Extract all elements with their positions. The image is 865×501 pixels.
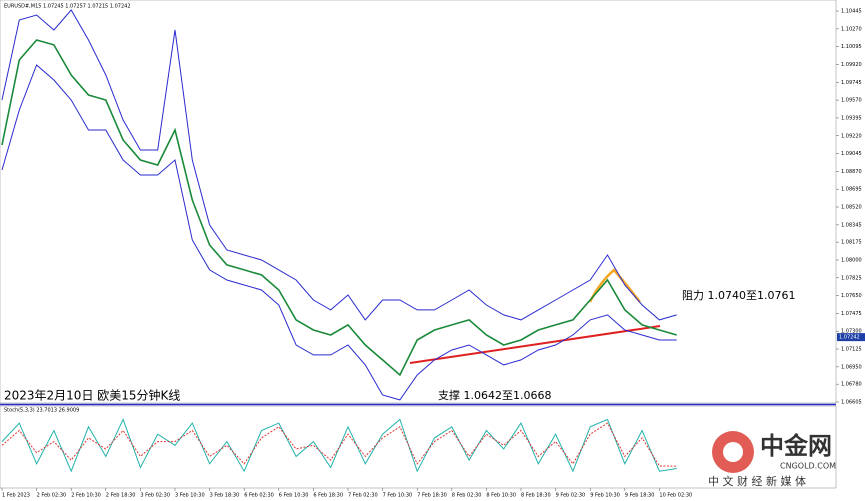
x-tick-label: 2 Feb 18:30	[106, 493, 136, 499]
x-tick-label: 7 Feb 10:30	[383, 493, 413, 499]
current-price-box	[837, 333, 865, 342]
x-tick-label: 6 Feb 10:30	[279, 493, 309, 499]
y-tick-label: 1.07125	[841, 347, 862, 353]
x-tick-label: 6 Feb 18:30	[313, 493, 343, 499]
logo-url: CNGOLD.COM	[780, 462, 836, 471]
y-tick-label: 1.09395	[841, 115, 862, 121]
y-tick-label: 1.08175	[841, 240, 862, 246]
price-line	[1, 9, 677, 321]
y-tick-label: 1.07650	[841, 293, 862, 299]
logo-icon-inner	[723, 442, 743, 462]
stoch-line	[1, 422, 677, 467]
y-tick-label: 1.10095	[841, 44, 862, 50]
y-tick-label: 1.07475	[841, 311, 862, 317]
y-tick-label: 1.08695	[841, 187, 862, 193]
x-tick-label: 8 Feb 10:30	[486, 493, 516, 499]
y-tick-label: 1.10270	[841, 26, 862, 32]
y-tick-label: 1.09920	[841, 62, 862, 68]
resistance-label: 阻力 1.0740至1.0761	[682, 289, 795, 302]
x-tick-label: 2 Feb 10:30	[71, 493, 101, 499]
support-label: 支撑 1.0642至1.0668	[438, 388, 551, 402]
price-line	[1, 64, 677, 401]
main-panel	[0, 0, 837, 404]
x-tick-label: 3 Feb 18:30	[210, 493, 240, 499]
resistance-arc	[588, 268, 641, 303]
x-tick-label: 3 Feb 10:30	[175, 493, 205, 499]
x-tick-label: 7 Feb 18:30	[417, 493, 447, 499]
x-tick-label: 9 Feb 02:30	[556, 493, 586, 499]
stoch-line	[1, 418, 677, 473]
y-tick-label: 1.09045	[841, 151, 862, 157]
x-tick-label: 1 Feb 2023	[2, 493, 30, 499]
stoch-title: Stoch(5,3,3) 23.7013 26.9009	[4, 408, 79, 414]
y-tick-label: 1.08520	[841, 205, 862, 211]
x-tick-label: 3 Feb 02:30	[140, 493, 170, 499]
y-tick-label: 1.06605	[841, 399, 862, 405]
chart-caption: 2023年2月10日 欧美15分钟K线	[4, 388, 180, 403]
y-tick-label: 1.09745	[841, 80, 862, 86]
y-tick-label: 1.09220	[841, 133, 862, 139]
y-tick-label: 1.08345	[841, 222, 862, 228]
current-price-label: 1.07242	[839, 335, 860, 341]
x-tick-label: 9 Feb 18:30	[625, 493, 655, 499]
x-tick-label: 2 Feb 02:30	[37, 493, 67, 499]
y-tick-label: 1.06950	[841, 364, 862, 370]
y-tick-label: 1.06780	[841, 382, 862, 388]
x-tick-label: 8 Feb 18:30	[521, 493, 551, 499]
y-tick-label: 1.08870	[841, 169, 862, 175]
price-line	[1, 39, 677, 377]
y-tick-label: 1.07825	[841, 275, 862, 281]
y-tick-label: 1.09570	[841, 98, 862, 104]
x-tick-label: 9 Feb 10:30	[590, 493, 620, 499]
y-tick-label: 1.08000	[841, 257, 862, 263]
support-trendline	[409, 325, 661, 364]
y-tick-label: 1.07300	[841, 329, 862, 335]
x-tick-label: 6 Feb 02:30	[244, 493, 274, 499]
x-tick-label: 8 Feb 02:30	[452, 493, 482, 499]
watermark: 中金网 CNGOLD.COM 中 文 财 经 新 媒 体	[708, 431, 836, 488]
stoch-panel	[0, 405, 837, 489]
x-tick-label: 7 Feb 02:30	[348, 493, 378, 499]
logo-slogan: 中 文 财 经 新 媒 体	[708, 474, 806, 488]
logo-text: 中金网	[760, 432, 832, 460]
chart-header: EURUSD#,M15 1.07245 1.07257 1.07215 1.07…	[4, 4, 131, 10]
y-tick-label: 1.10445	[841, 9, 862, 15]
x-tick-label: 10 Feb 02:30	[659, 493, 692, 499]
